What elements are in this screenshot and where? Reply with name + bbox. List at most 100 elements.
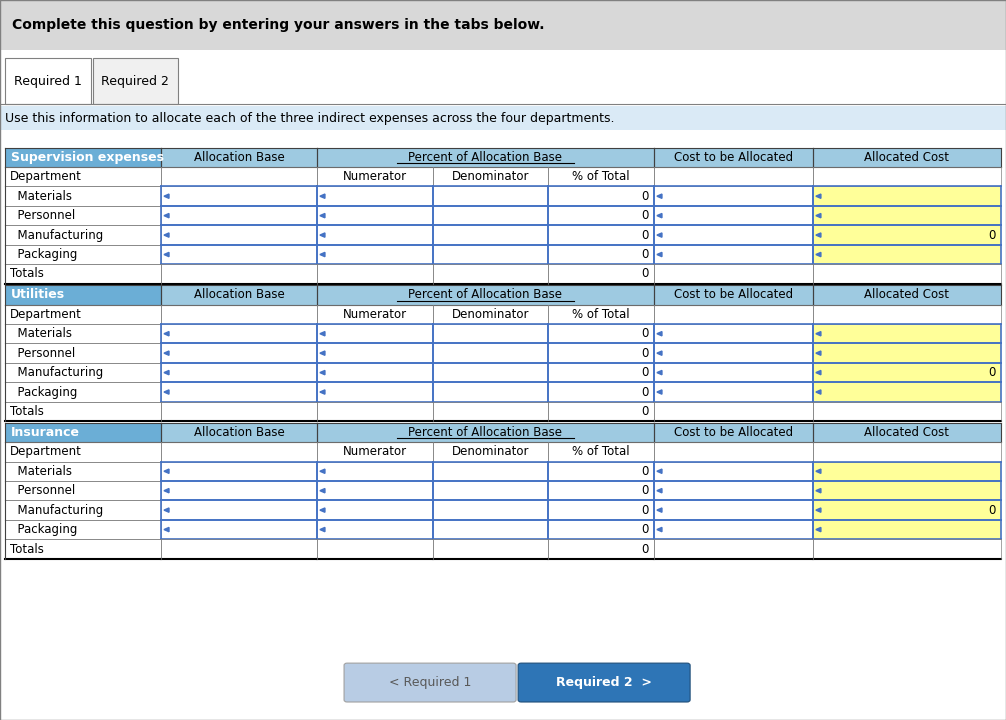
- FancyBboxPatch shape: [5, 382, 161, 402]
- FancyBboxPatch shape: [654, 402, 813, 421]
- Polygon shape: [320, 528, 325, 532]
- FancyBboxPatch shape: [548, 500, 654, 520]
- Text: 0: 0: [642, 189, 649, 203]
- FancyBboxPatch shape: [813, 305, 1001, 324]
- FancyBboxPatch shape: [317, 264, 433, 284]
- FancyBboxPatch shape: [813, 539, 1001, 559]
- FancyBboxPatch shape: [433, 206, 548, 225]
- FancyBboxPatch shape: [433, 245, 548, 264]
- Polygon shape: [816, 489, 821, 493]
- Text: Materials: Materials: [10, 327, 72, 341]
- FancyBboxPatch shape: [433, 343, 548, 363]
- Polygon shape: [164, 194, 169, 198]
- Text: Allocation Base: Allocation Base: [193, 150, 285, 164]
- FancyBboxPatch shape: [5, 324, 161, 343]
- FancyBboxPatch shape: [317, 324, 433, 343]
- FancyBboxPatch shape: [548, 206, 654, 225]
- FancyBboxPatch shape: [161, 343, 317, 363]
- FancyBboxPatch shape: [433, 520, 548, 539]
- Text: Manufacturing: Manufacturing: [10, 366, 104, 379]
- FancyBboxPatch shape: [548, 442, 654, 462]
- Text: Insurance: Insurance: [11, 426, 80, 439]
- FancyBboxPatch shape: [317, 343, 433, 363]
- FancyBboxPatch shape: [5, 402, 161, 421]
- FancyBboxPatch shape: [317, 539, 433, 559]
- FancyBboxPatch shape: [548, 520, 654, 539]
- Text: Allocation Base: Allocation Base: [193, 288, 285, 302]
- FancyBboxPatch shape: [433, 186, 548, 206]
- FancyBboxPatch shape: [654, 343, 813, 363]
- FancyBboxPatch shape: [161, 225, 317, 245]
- Text: Complete this question by entering your answers in the tabs below.: Complete this question by entering your …: [12, 18, 544, 32]
- FancyBboxPatch shape: [433, 264, 548, 284]
- Polygon shape: [657, 351, 662, 356]
- Polygon shape: [320, 469, 325, 474]
- FancyBboxPatch shape: [654, 442, 813, 462]
- FancyBboxPatch shape: [5, 539, 161, 559]
- FancyBboxPatch shape: [654, 324, 813, 343]
- FancyBboxPatch shape: [654, 285, 813, 305]
- FancyBboxPatch shape: [813, 264, 1001, 284]
- FancyBboxPatch shape: [813, 225, 1001, 245]
- Polygon shape: [816, 469, 821, 474]
- Polygon shape: [164, 489, 169, 493]
- FancyBboxPatch shape: [654, 225, 813, 245]
- Polygon shape: [816, 194, 821, 198]
- Text: 0: 0: [642, 385, 649, 399]
- Text: Department: Department: [10, 445, 81, 459]
- Text: Materials: Materials: [10, 464, 72, 478]
- Polygon shape: [657, 332, 662, 336]
- FancyBboxPatch shape: [161, 305, 317, 324]
- FancyBboxPatch shape: [161, 481, 317, 500]
- Text: < Required 1: < Required 1: [389, 676, 471, 689]
- Text: Packaging: Packaging: [10, 385, 77, 399]
- FancyBboxPatch shape: [5, 245, 161, 264]
- FancyBboxPatch shape: [433, 324, 548, 343]
- FancyBboxPatch shape: [161, 500, 317, 520]
- Text: % of Total: % of Total: [572, 307, 630, 321]
- Text: 0: 0: [989, 503, 996, 517]
- FancyBboxPatch shape: [0, 106, 1006, 130]
- FancyBboxPatch shape: [548, 225, 654, 245]
- FancyBboxPatch shape: [317, 206, 433, 225]
- FancyBboxPatch shape: [317, 520, 433, 539]
- FancyBboxPatch shape: [433, 462, 548, 481]
- Text: Percent of Allocation Base: Percent of Allocation Base: [408, 426, 562, 439]
- FancyBboxPatch shape: [317, 481, 433, 500]
- Polygon shape: [164, 508, 169, 513]
- Text: 0: 0: [642, 484, 649, 498]
- Text: 0: 0: [642, 327, 649, 341]
- FancyBboxPatch shape: [317, 423, 654, 442]
- FancyBboxPatch shape: [5, 462, 161, 481]
- Polygon shape: [816, 371, 821, 375]
- FancyBboxPatch shape: [161, 186, 317, 206]
- Text: Personnel: Personnel: [10, 484, 75, 498]
- FancyBboxPatch shape: [654, 481, 813, 500]
- Polygon shape: [320, 194, 325, 198]
- FancyBboxPatch shape: [654, 264, 813, 284]
- Polygon shape: [164, 528, 169, 532]
- FancyBboxPatch shape: [5, 186, 161, 206]
- Text: 0: 0: [642, 503, 649, 517]
- Polygon shape: [164, 469, 169, 474]
- FancyBboxPatch shape: [813, 402, 1001, 421]
- FancyBboxPatch shape: [161, 285, 317, 305]
- FancyBboxPatch shape: [813, 363, 1001, 382]
- FancyBboxPatch shape: [654, 206, 813, 225]
- FancyBboxPatch shape: [548, 481, 654, 500]
- Text: 0: 0: [642, 267, 649, 281]
- Polygon shape: [320, 233, 325, 238]
- FancyBboxPatch shape: [317, 148, 654, 167]
- Text: % of Total: % of Total: [572, 445, 630, 459]
- Polygon shape: [164, 214, 169, 218]
- FancyBboxPatch shape: [317, 402, 433, 421]
- Text: Numerator: Numerator: [343, 170, 406, 184]
- Polygon shape: [816, 508, 821, 513]
- FancyBboxPatch shape: [161, 324, 317, 343]
- FancyBboxPatch shape: [548, 343, 654, 363]
- Text: 0: 0: [989, 366, 996, 379]
- FancyBboxPatch shape: [5, 264, 161, 284]
- FancyBboxPatch shape: [548, 462, 654, 481]
- FancyBboxPatch shape: [548, 245, 654, 264]
- Polygon shape: [657, 194, 662, 198]
